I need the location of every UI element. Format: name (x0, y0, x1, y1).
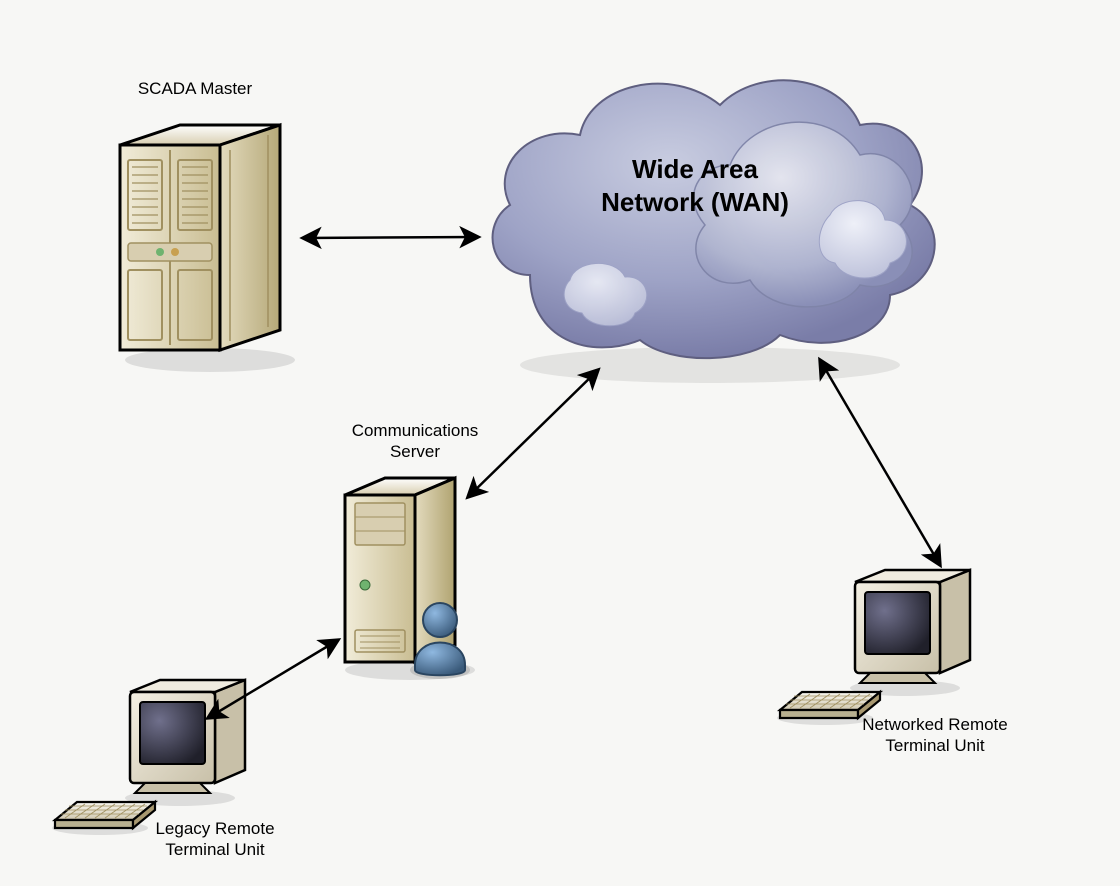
edge-scada-cloud (303, 237, 478, 238)
cloud-title: Wide Area Network (WAN) (560, 153, 830, 218)
comm-label: Communications Server (330, 420, 500, 463)
edge-comm-legacy (208, 640, 338, 718)
scada-label: SCADA Master (120, 78, 270, 99)
legacy-label: Legacy Remote Terminal Unit (140, 818, 290, 861)
edge-cloud-nrtu (820, 360, 940, 565)
nrtu-label: Networked Remote Terminal Unit (845, 714, 1025, 757)
diagram-canvas: SCADA Master Wide Area Network (WAN) Com… (0, 0, 1120, 886)
